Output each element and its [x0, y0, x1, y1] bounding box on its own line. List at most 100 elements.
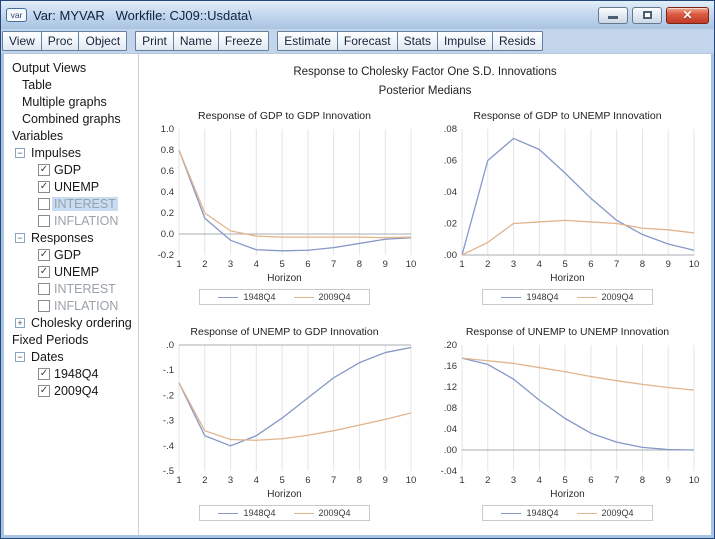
chart-panel-response-of-unemp-to-gdp-innovation: Response of UNEMP to GDP Innovation 1 2 3 4 5… — [143, 319, 426, 535]
close-button[interactable]: ✕ — [666, 6, 709, 24]
legend-item-1948q4: 1948Q4 — [501, 292, 559, 302]
svg-text:-0.2: -0.2 — [157, 250, 173, 261]
checkbox-impulse-gdp[interactable]: ✓ — [38, 163, 50, 176]
toolbar-button-estimate[interactable]: Estimate — [277, 31, 338, 51]
checkbox-response-inflation[interactable] — [38, 299, 50, 312]
tree-item-impulse-inflation[interactable]: INFLATION — [4, 212, 138, 229]
chart-plot: 1 2 3 4 5 6 7 8 9 10 .0 -.1 -.2 -.3 -.4 -.5 — [162, 340, 415, 486]
checkbox-impulse-interest[interactable] — [38, 197, 50, 210]
tree-item-fixed-periods[interactable]: Fixed Periods — [4, 331, 138, 348]
collapse-icon[interactable]: − — [15, 351, 25, 362]
chart-title: Response of GDP to GDP Innovation — [198, 110, 371, 122]
maximize-icon — [642, 11, 652, 19]
tree-item-combined-graphs[interactable]: Combined graphs — [4, 110, 138, 127]
toolbar-button-impulse[interactable]: Impulse — [436, 31, 493, 51]
toolbar-group: Estimate Forecast Stats Impulse Resids — [277, 31, 543, 51]
series-line-2009q4 — [177, 149, 411, 239]
charts-grid: Response of GDP to GDP Innovation 1 2 3 4 5 6 7… — [139, 101, 711, 535]
series-line-2009q4 — [461, 357, 694, 391]
tree-item-response-interest[interactable]: INTEREST — [4, 280, 138, 297]
tree-item-output-views[interactable]: Output Views — [4, 59, 138, 76]
svg-text:5: 5 — [279, 259, 284, 270]
toolbar-button-resids[interactable]: Resids — [492, 31, 543, 51]
tree-item-multiple-graphs[interactable]: Multiple graphs — [4, 93, 138, 110]
toolbar-button-object[interactable]: Object — [78, 31, 128, 51]
tree-item-date-2009q4[interactable]: ✓ 2009Q4 — [4, 382, 138, 399]
tree-item-impulse-gdp[interactable]: ✓ GDP — [4, 161, 138, 178]
svg-text:.02: .02 — [443, 219, 456, 230]
checkbox-impulse-inflation[interactable] — [38, 214, 50, 227]
tree-item-dates[interactable]: − Dates — [4, 348, 138, 365]
legend-line-icon — [576, 512, 597, 514]
tree-item-response-unemp[interactable]: ✓ UNEMP — [4, 263, 138, 280]
tree-item-response-inflation[interactable]: INFLATION — [4, 297, 138, 314]
legend-item-2009q4: 2009Q4 — [576, 292, 634, 302]
tree-item-impulses[interactable]: − Impulses — [4, 144, 138, 161]
expand-icon[interactable]: + — [15, 317, 25, 328]
collapse-icon[interactable]: − — [15, 232, 25, 243]
toolbar-group: Print Name Freeze — [135, 31, 270, 51]
tree-item-label: 1948Q4 — [54, 366, 99, 381]
toolbar-button-print[interactable]: Print — [135, 31, 174, 51]
svg-text:.16: .16 — [443, 361, 456, 372]
chart-title: Response of GDP to UNEMP Innovation — [473, 110, 662, 122]
svg-text:9: 9 — [382, 475, 387, 486]
svg-text:-.2: -.2 — [162, 390, 173, 401]
legend-label: 2009Q4 — [601, 292, 634, 302]
svg-text:7: 7 — [614, 259, 619, 270]
svg-text:1: 1 — [459, 475, 464, 486]
svg-text:0.4: 0.4 — [160, 187, 173, 198]
window-controls: ✕ — [598, 6, 709, 24]
legend-line-icon — [218, 512, 239, 514]
svg-text:.08: .08 — [443, 124, 456, 135]
legend-item-2009q4: 2009Q4 — [293, 508, 351, 518]
tree-item-label: Multiple graphs — [22, 94, 107, 109]
tree-item-impulse-interest[interactable]: INTEREST — [4, 195, 138, 212]
toolbar-button-forecast[interactable]: Forecast — [336, 31, 398, 51]
tree-item-label: INFLATION — [54, 298, 119, 313]
tree-item-response-gdp[interactable]: ✓ GDP — [4, 246, 138, 263]
toolbar-button-freeze[interactable]: Freeze — [217, 31, 270, 51]
chart-panel-response-of-gdp-to-gdp-innovation: Response of GDP to GDP Innovation 1 2 3 4 5 6 7… — [143, 103, 426, 319]
tree-item-responses[interactable]: − Responses — [4, 229, 138, 246]
content-area: Output Views Table Multiple graphs Combined… — [4, 53, 711, 535]
toolbar-button-name[interactable]: Name — [172, 31, 219, 51]
toolbar-button-stats[interactable]: Stats — [396, 31, 438, 51]
tree-item-label: INFLATION — [54, 213, 119, 228]
chart-title: Response of UNEMP to GDP Innovation — [190, 326, 379, 338]
svg-text:9: 9 — [665, 259, 670, 270]
maximize-button[interactable] — [632, 6, 662, 24]
collapse-icon[interactable]: − — [15, 147, 25, 158]
svg-text:2: 2 — [485, 259, 490, 270]
tree-item-impulse-unemp[interactable]: ✓ UNEMP — [4, 178, 138, 195]
checkbox-date-1948q4[interactable]: ✓ — [38, 367, 50, 380]
checkbox-response-interest[interactable] — [38, 282, 50, 295]
checkbox-response-gdp[interactable]: ✓ — [38, 248, 50, 261]
tree-item-date-1948q4[interactable]: ✓ 1948Q4 — [4, 365, 138, 382]
checkbox-response-unemp[interactable]: ✓ — [38, 265, 50, 278]
svg-text:6: 6 — [305, 259, 310, 270]
svg-text:.04: .04 — [443, 187, 456, 198]
toolbar-button-view[interactable]: View — [2, 31, 42, 51]
chart-xlabel: Horizon — [550, 273, 585, 284]
tree-item-variables[interactable]: Variables — [4, 127, 138, 144]
series-line-1948q4 — [177, 346, 411, 447]
chart-plot: 1 2 3 4 5 6 7 8 9 10 .08 .06 .04 .02 .00 — [443, 124, 699, 270]
minimize-icon — [608, 16, 618, 19]
tree-item-table[interactable]: Table — [4, 76, 138, 93]
svg-text:5: 5 — [562, 475, 567, 486]
svg-text:4: 4 — [253, 259, 258, 270]
legend-label: 2009Q4 — [318, 292, 351, 302]
minimize-button[interactable] — [598, 6, 628, 24]
checkbox-impulse-unemp[interactable]: ✓ — [38, 180, 50, 193]
checkbox-date-2009q4[interactable]: ✓ — [38, 384, 50, 397]
chart-plot: 1 2 3 4 5 6 7 8 9 10 .20 .16 .12 .08 .04 .00 -.04 — [440, 340, 699, 486]
tree-item-label: 2009Q4 — [54, 383, 99, 398]
tree-item-cholesky-ordering[interactable]: + Cholesky ordering — [4, 314, 138, 331]
tree-item-label: INTEREST — [52, 196, 118, 211]
toolbar-button-proc[interactable]: Proc — [40, 31, 80, 51]
legend-line-icon — [501, 296, 522, 298]
tree-item-label: Responses — [31, 230, 94, 245]
chart-panel-response-of-gdp-to-unemp-innovation: Response of GDP to UNEMP Innovation 1 2 3 4 5… — [426, 103, 709, 319]
svg-text:7: 7 — [331, 475, 336, 486]
